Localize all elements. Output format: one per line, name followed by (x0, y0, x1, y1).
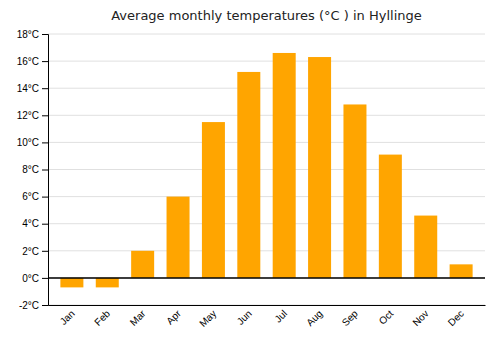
tick-label: Oct (377, 308, 396, 327)
tick: Jan (58, 308, 77, 327)
tick-label: 8°C (22, 164, 39, 175)
tick: 10°C (17, 137, 48, 148)
tick-mark (42, 34, 48, 35)
tick-label: 16°C (17, 56, 39, 67)
tick-mark (42, 142, 48, 143)
tick: 8°C (22, 164, 48, 175)
grid-line (48, 142, 485, 143)
tick: Jul (272, 308, 289, 325)
tick-label: Feb (92, 308, 112, 328)
bar (237, 72, 260, 278)
title: Average monthly temperatures (°C ) in Hy… (111, 8, 422, 23)
tick: Nov (410, 308, 430, 328)
grid-line (48, 169, 485, 170)
tick-label: Jul (272, 308, 289, 325)
tick: Feb (92, 308, 112, 328)
tick-label: Jun (235, 308, 254, 327)
bar (343, 104, 366, 277)
tick: Aug (304, 308, 324, 328)
tick: 16°C (17, 56, 48, 67)
tick: 18°C (17, 29, 48, 40)
y-axis: -2°C 0°C 2°C 4°C 6°C 8°C 10°C 12°C 14°C 16°C 18°C (17, 29, 49, 311)
chart: Average monthly temperatures (°C ) in Hy… (0, 0, 500, 350)
tick: 12°C (17, 110, 48, 121)
tick-label: Jan (58, 308, 77, 327)
grid-line (48, 305, 485, 306)
tick: 14°C (17, 83, 48, 94)
tick-label: Mar (128, 307, 148, 327)
bar (379, 155, 402, 278)
grid-line (48, 196, 485, 197)
tick-label: Sep (340, 308, 361, 329)
tick: Mar (128, 307, 148, 327)
tick: Sep (340, 308, 361, 329)
x-axis: Jan Feb Mar Apr May Jun Jul Aug Sep Oct Nov Dec (49, 306, 486, 329)
grid-line (48, 88, 485, 89)
grid (48, 34, 485, 305)
tick-mark (42, 251, 48, 252)
tick-label: 0°C (22, 273, 39, 284)
tick-label: Dec (446, 308, 466, 328)
axis-line (42, 35, 49, 306)
tick-label: 12°C (17, 110, 39, 121)
tick-mark (42, 197, 48, 198)
tick-label: -2°C (19, 300, 39, 311)
tick: Jun (235, 308, 254, 327)
grid-line (48, 277, 485, 278)
tick: 6°C (22, 191, 48, 202)
tick-mark (42, 61, 48, 62)
bar (308, 57, 331, 278)
grid-line (48, 115, 485, 116)
tick-mark (42, 115, 48, 116)
tick-label: 4°C (22, 218, 39, 229)
tick: 0°C (22, 273, 48, 284)
bar (60, 278, 83, 287)
grid-line (48, 61, 485, 62)
plot: -2°C 0°C 2°C 4°C 6°C 8°C 10°C 12°C 14°C 16°C 18°C J… (17, 29, 486, 329)
tick-label: 10°C (17, 137, 39, 148)
bar (273, 53, 296, 278)
tick-label: 2°C (22, 246, 39, 257)
tick: May (197, 308, 218, 329)
tick-label: 6°C (22, 191, 39, 202)
tick-mark (42, 224, 48, 225)
tick-mark (42, 170, 48, 171)
tick-mark (42, 88, 48, 89)
tick-label: 18°C (17, 29, 39, 40)
tick-mark (42, 305, 48, 306)
tick: -2°C (19, 300, 48, 311)
tick-label: Apr (164, 307, 183, 326)
bar (414, 216, 437, 278)
bar (202, 122, 225, 278)
bar (131, 251, 154, 278)
zero-line (48, 277, 485, 279)
bar (96, 278, 119, 287)
grid-line (48, 34, 485, 35)
bars (60, 53, 472, 287)
axis-line (49, 305, 486, 306)
tick: Oct (377, 308, 396, 327)
tick-label: Aug (304, 308, 324, 328)
tick-label: 14°C (17, 83, 39, 94)
tick: 2°C (22, 246, 48, 257)
tick-label: May (197, 308, 218, 329)
tick: 4°C (22, 218, 48, 229)
tick-mark (42, 278, 48, 279)
bar (450, 264, 473, 278)
bar (167, 197, 190, 278)
tick: Apr (164, 307, 183, 326)
tick-label: Nov (410, 308, 430, 328)
tick: Dec (446, 308, 466, 328)
